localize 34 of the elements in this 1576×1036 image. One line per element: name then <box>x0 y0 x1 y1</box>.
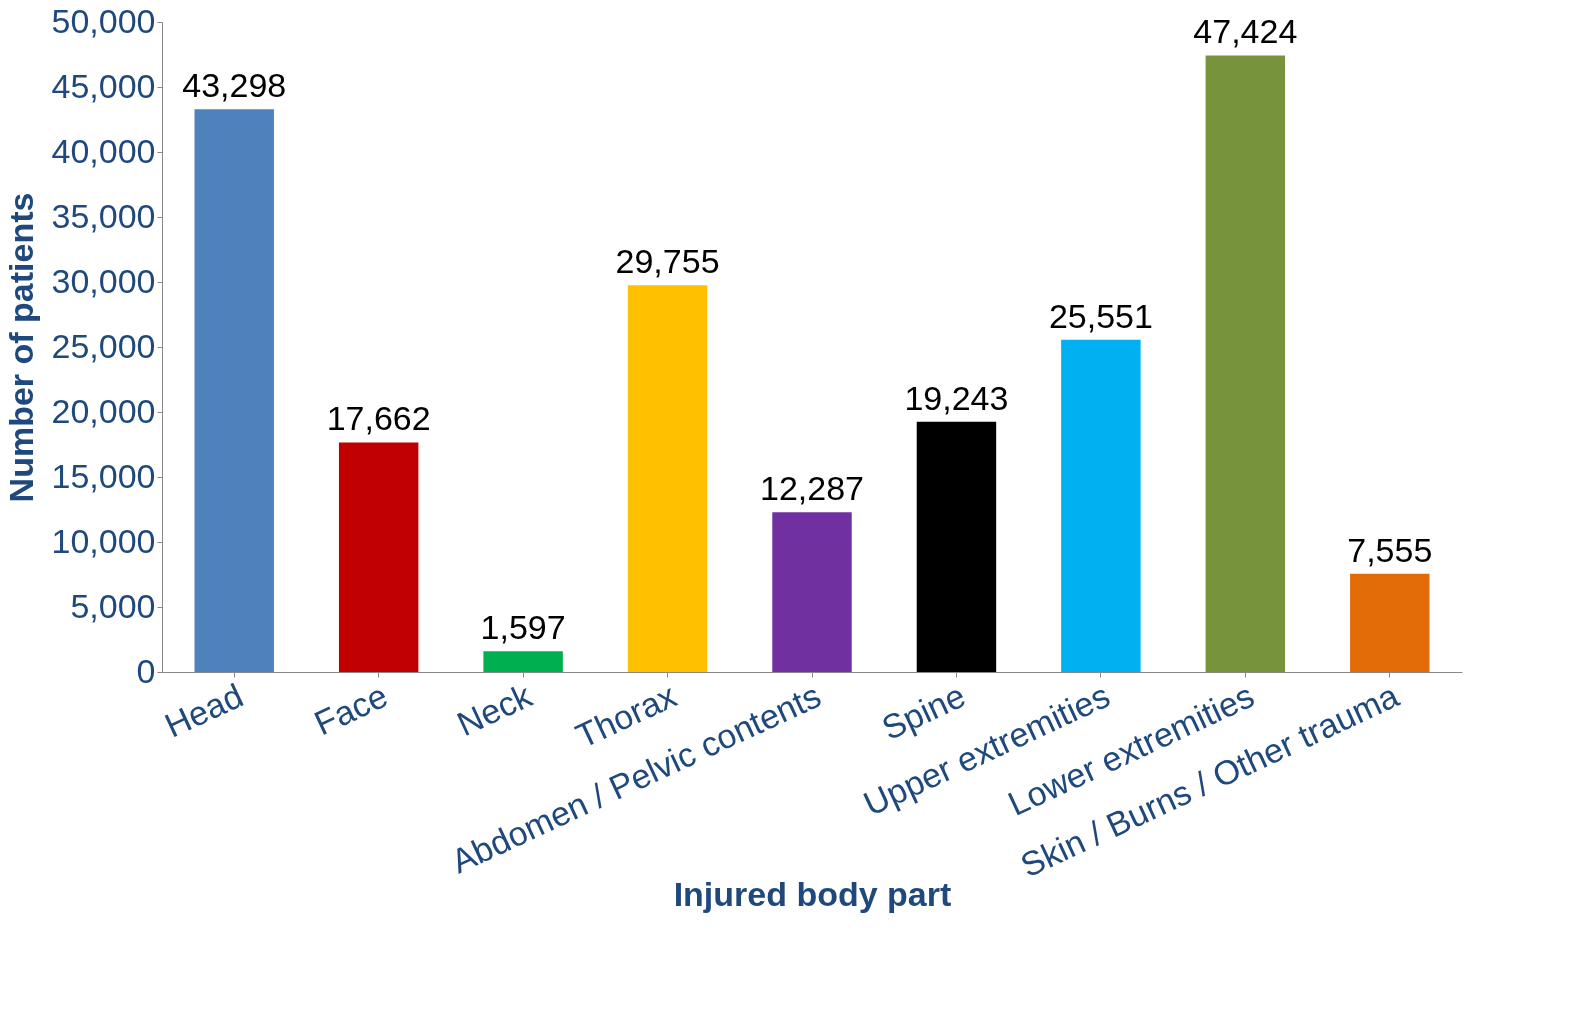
bar <box>483 651 563 672</box>
bar <box>772 512 852 672</box>
data-label: 17,662 <box>326 399 431 438</box>
data-label: 1,597 <box>480 608 566 647</box>
y-tick-label: 50,000 <box>51 1 156 40</box>
y-tick-label: 30,000 <box>51 261 156 300</box>
bar <box>194 109 274 672</box>
y-tick-label: 25,000 <box>51 326 156 365</box>
y-tick-label: 10,000 <box>51 521 156 560</box>
data-label: 25,551 <box>1048 296 1153 335</box>
data-label: 47,424 <box>1193 12 1298 51</box>
y-tick-label: 35,000 <box>51 196 156 235</box>
y-tick-label: 40,000 <box>51 131 156 170</box>
data-label: 43,298 <box>182 66 287 105</box>
bar <box>1061 339 1141 672</box>
y-axis-title: Number of patients <box>1 192 40 503</box>
data-label: 7,555 <box>1347 530 1433 569</box>
x-axis-title: Injured body part <box>673 874 952 913</box>
bar <box>627 285 708 672</box>
x-tick-label: Face <box>308 675 394 743</box>
bar <box>1350 573 1430 672</box>
data-label: 29,755 <box>615 242 720 281</box>
x-tick-label: Head <box>158 675 249 745</box>
y-tick-label: 0 <box>136 651 156 690</box>
bar <box>338 442 419 672</box>
data-label: 19,243 <box>904 378 1009 417</box>
y-tick-label: 45,000 <box>51 66 156 105</box>
y-tick-label: 20,000 <box>51 391 156 430</box>
y-tick-label: 5,000 <box>70 586 156 625</box>
data-label: 12,287 <box>760 469 864 508</box>
x-tick-label: Neck <box>451 675 539 744</box>
y-tick-label: 15,000 <box>51 456 156 495</box>
bar <box>916 421 997 672</box>
bar <box>1205 55 1286 672</box>
